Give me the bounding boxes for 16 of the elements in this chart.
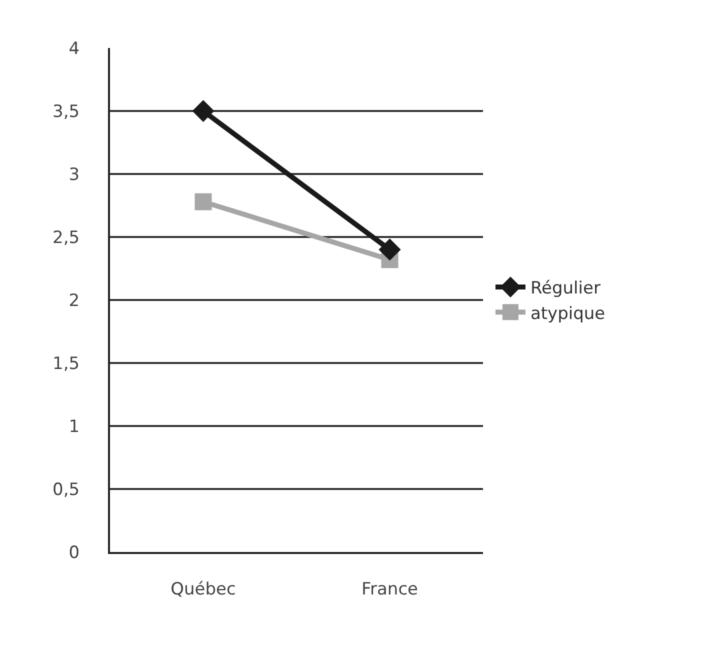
legend-label: Régulier bbox=[530, 278, 600, 299]
y-tick-label: 3 bbox=[68, 164, 80, 185]
y-tick-label: 1 bbox=[68, 416, 80, 437]
y-tick-label: 2,5 bbox=[52, 228, 80, 248]
y-tick-label: 0,5 bbox=[52, 480, 80, 500]
x-tick-label: France bbox=[361, 579, 418, 600]
x-tick-label: Québec bbox=[170, 579, 236, 600]
legend-label: atypique bbox=[530, 304, 606, 324]
point bbox=[192, 100, 214, 122]
y-tick-label: 2 bbox=[68, 290, 80, 311]
point bbox=[194, 193, 212, 210]
point bbox=[378, 238, 401, 261]
y-tick-label: 4 bbox=[68, 38, 80, 59]
y-tick-label: 1,5 bbox=[52, 354, 80, 374]
y-tick-label: 0 bbox=[68, 542, 80, 563]
y-tick-label: 3,5 bbox=[52, 102, 80, 122]
